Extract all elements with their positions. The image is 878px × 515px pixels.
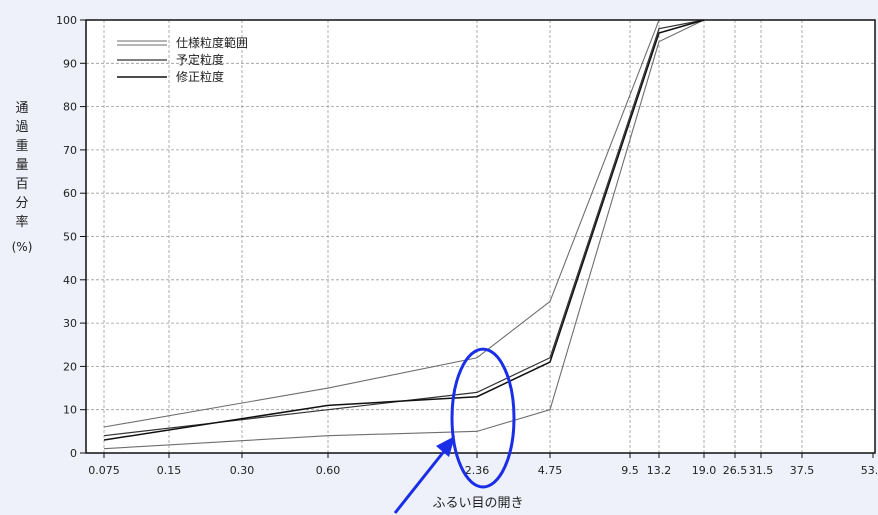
- legend-label-2: 修正粒度: [176, 69, 224, 84]
- y-axis-label-char-0: 通: [15, 101, 28, 116]
- annotation-ellipse: [450, 347, 516, 489]
- x-tick-label-0.15: 0.15: [157, 464, 182, 477]
- y-axis-label-char-5: 分: [15, 196, 28, 211]
- x-tick-label-31.5: 31.5: [749, 464, 774, 477]
- x-axis-label: ふるい目の開き: [432, 496, 523, 511]
- x-tick-label-26.5: 26.5: [723, 464, 748, 477]
- y-tick-label-100: 100: [56, 14, 77, 27]
- x-tick-label-0.30: 0.30: [230, 464, 255, 477]
- x-tick-label-19.0: 19.0: [692, 464, 717, 477]
- x-tick-label-4.75: 4.75: [538, 464, 563, 477]
- annotation-arrow-head: [436, 436, 455, 457]
- x-tick-labels: 0.075 0.15 0.30 0.60 2.36 4.75 9.5 13.2 19.0 26.5…: [88, 453, 878, 477]
- y-tick-label-40: 40: [63, 274, 77, 287]
- y-tick-label-70: 70: [63, 144, 77, 157]
- y-axis-label-char-2: 重: [15, 138, 28, 154]
- x-tick-label-9.5: 9.5: [621, 464, 639, 477]
- x-tick-label-53.0: 53.0: [861, 464, 878, 477]
- x-tick-label-37.5: 37.5: [790, 464, 815, 477]
- horizontal-gridlines: [86, 62, 875, 411]
- y-tick-label-30: 30: [63, 317, 77, 330]
- y-tick-label-20: 20: [63, 360, 77, 373]
- y-tick-labels: 0 10 20 30 40 50 60 70 80 90 100: [56, 14, 86, 460]
- x-tick-label-13.2: 13.2: [647, 464, 672, 477]
- y-axis-label-char-3: 量: [15, 158, 28, 173]
- legend-label-0: 仕様粒度範囲: [176, 35, 248, 50]
- y-tick-label-90: 90: [63, 57, 77, 70]
- series-line-series-3: [103, 19, 705, 441]
- annotation-arrow-shaft: [393, 444, 451, 514]
- y-tick-label-80: 80: [63, 101, 77, 114]
- y-tick-label-0: 0: [70, 447, 77, 460]
- y-axis-label-char-1: 過: [15, 120, 28, 135]
- x-tick-label-2.36: 2.36: [465, 464, 490, 477]
- y-tick-label-50: 50: [63, 231, 77, 244]
- y-tick-label-10: 10: [63, 404, 77, 417]
- annotation: [393, 347, 516, 514]
- y-axis-label-char-4: 百: [15, 177, 28, 192]
- y-axis-label-char-6: 率: [15, 214, 28, 230]
- series-line-series-2: [103, 19, 705, 437]
- y-axis-label-unit: (%): [12, 240, 33, 254]
- x-tick-label-0.60: 0.60: [316, 464, 341, 477]
- legend-label-1: 予定粒度: [176, 52, 224, 67]
- y-tick-label-60: 60: [63, 187, 77, 200]
- x-tick-label-0.075: 0.075: [88, 464, 120, 477]
